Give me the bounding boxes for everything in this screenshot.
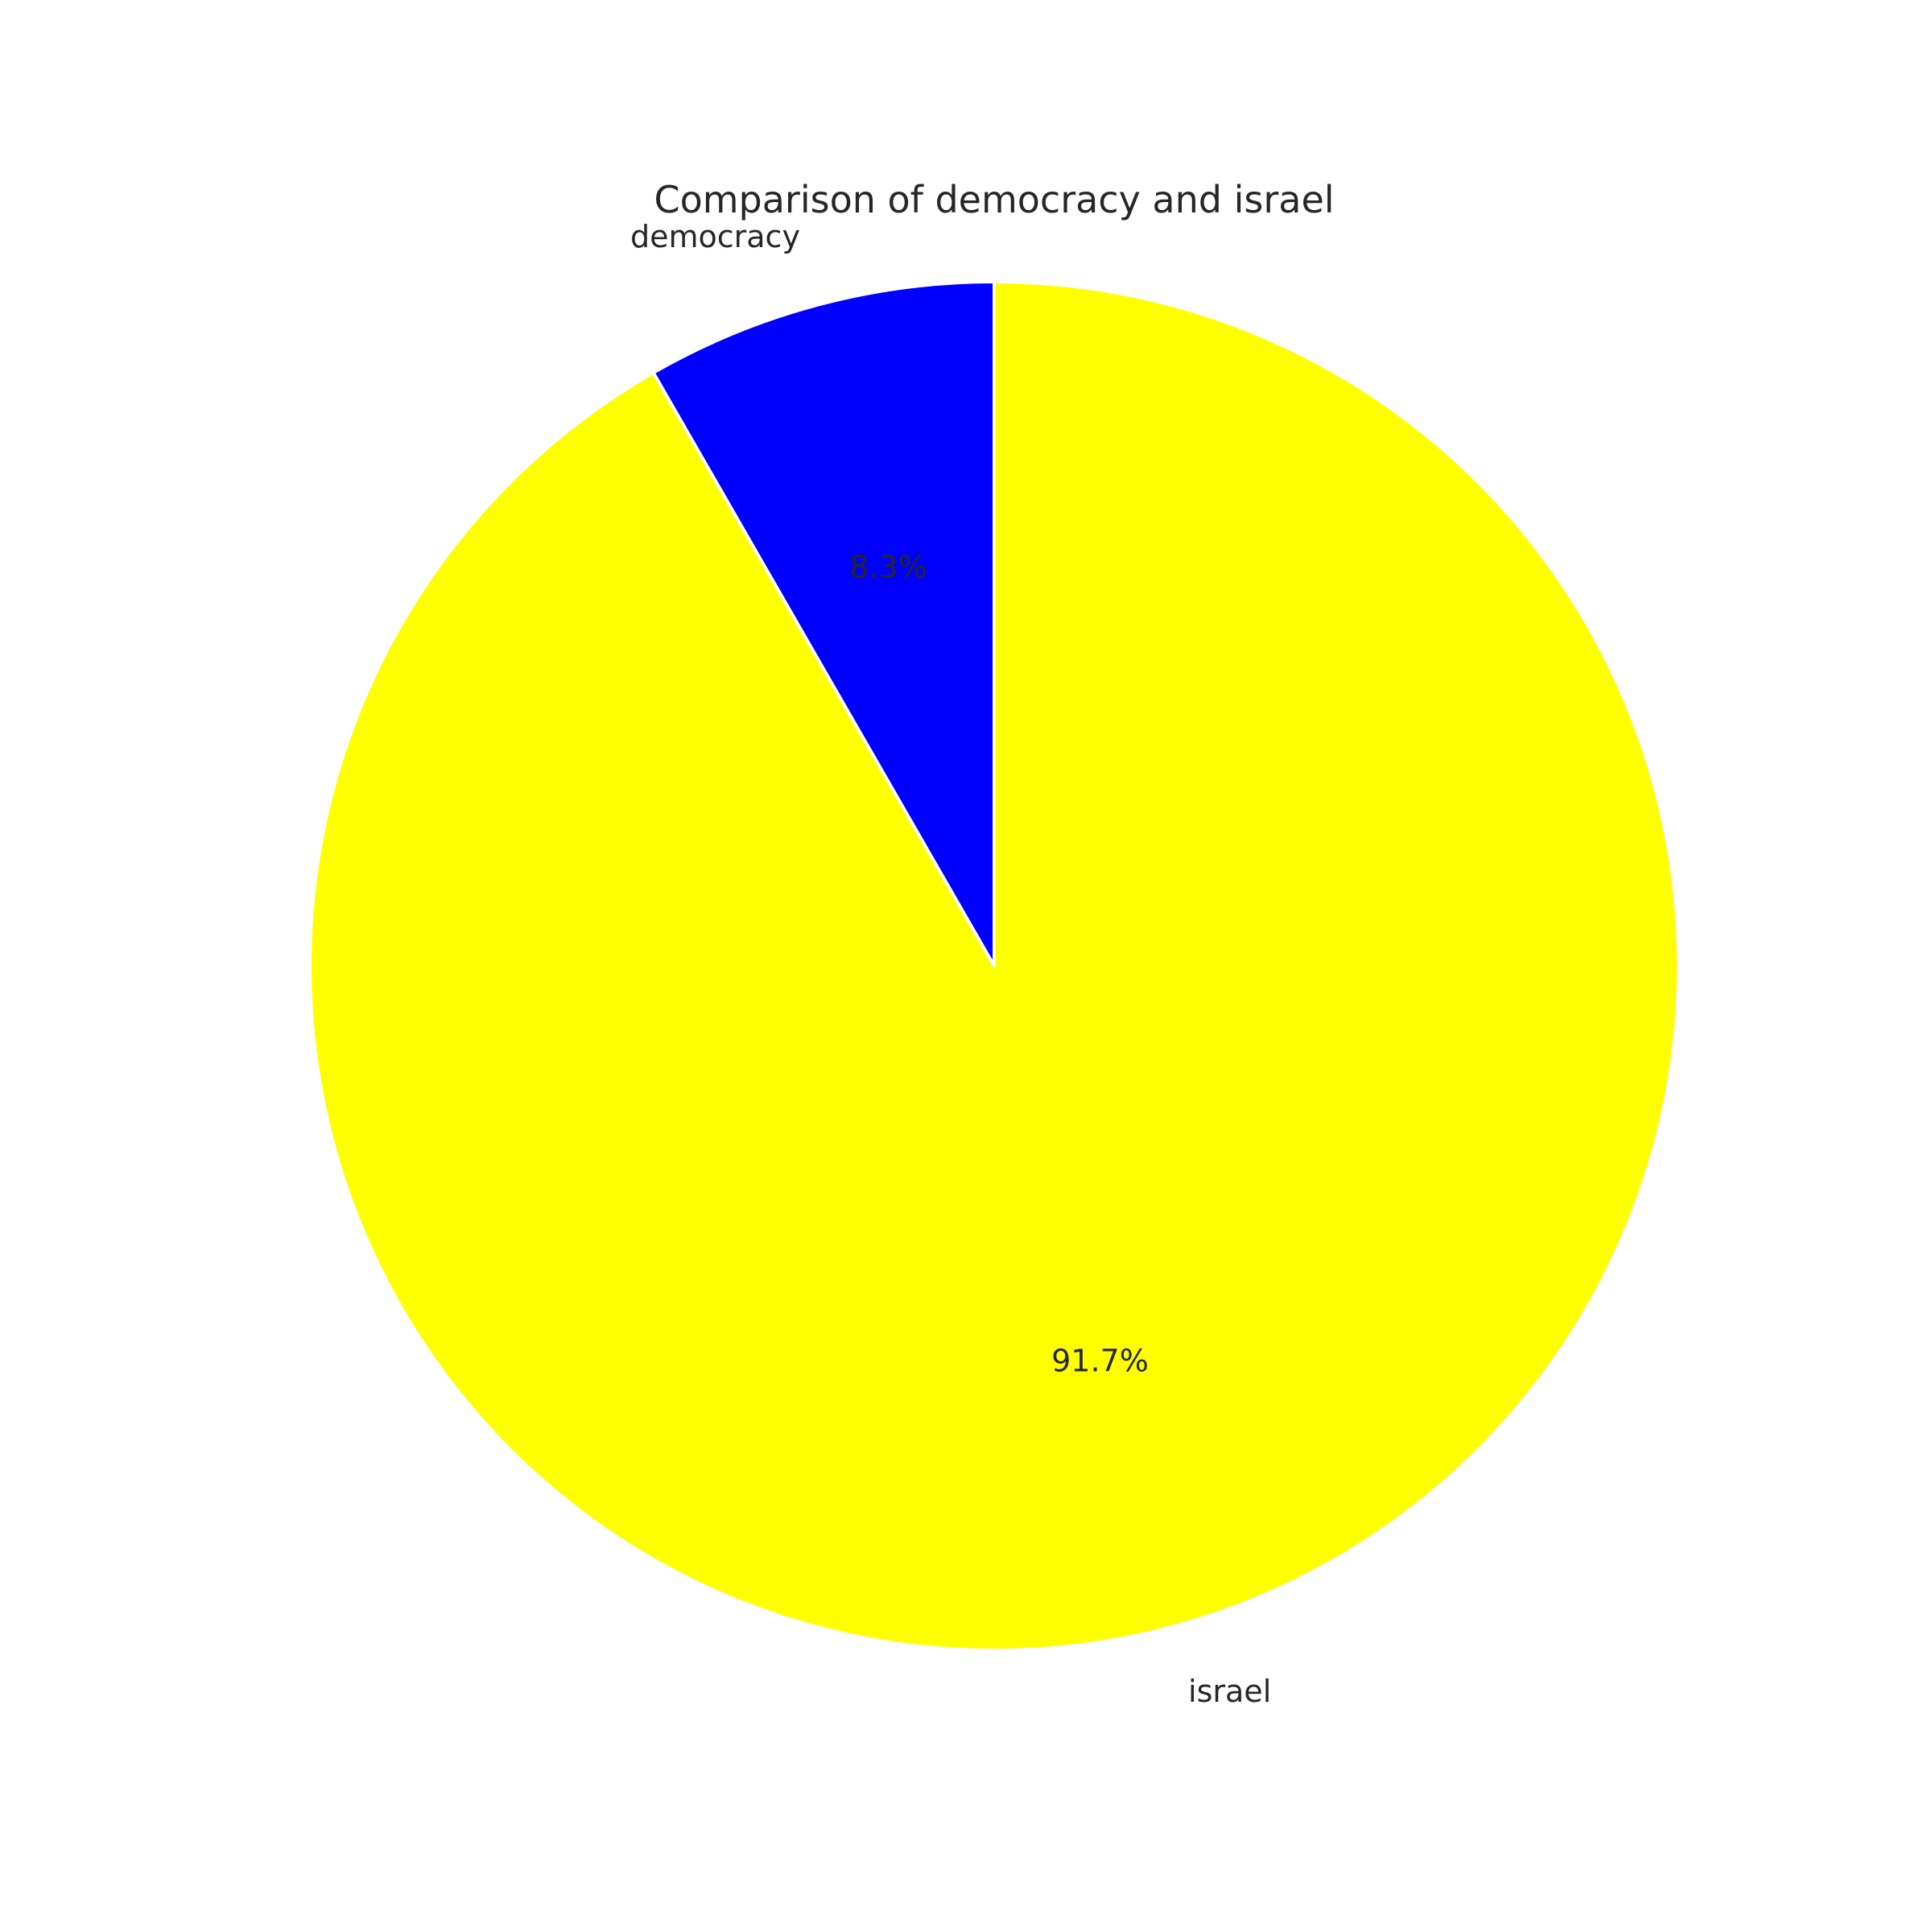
slice-percent-israel: 91.7% [1051,1343,1149,1378]
pie-slice-democracy [651,280,996,968]
pie-slices [308,280,1680,1652]
slice-label-democracy: democracy [630,219,800,254]
pie-labels: democracy 8.3% israel 91.7% [630,219,1271,1709]
chart-title: Comparison of democracy and israel [654,178,1334,221]
slice-percent-democracy: 8.3% [849,550,927,585]
slice-label-israel: israel [1188,1674,1271,1709]
pie-slice-israel [308,280,1680,1652]
